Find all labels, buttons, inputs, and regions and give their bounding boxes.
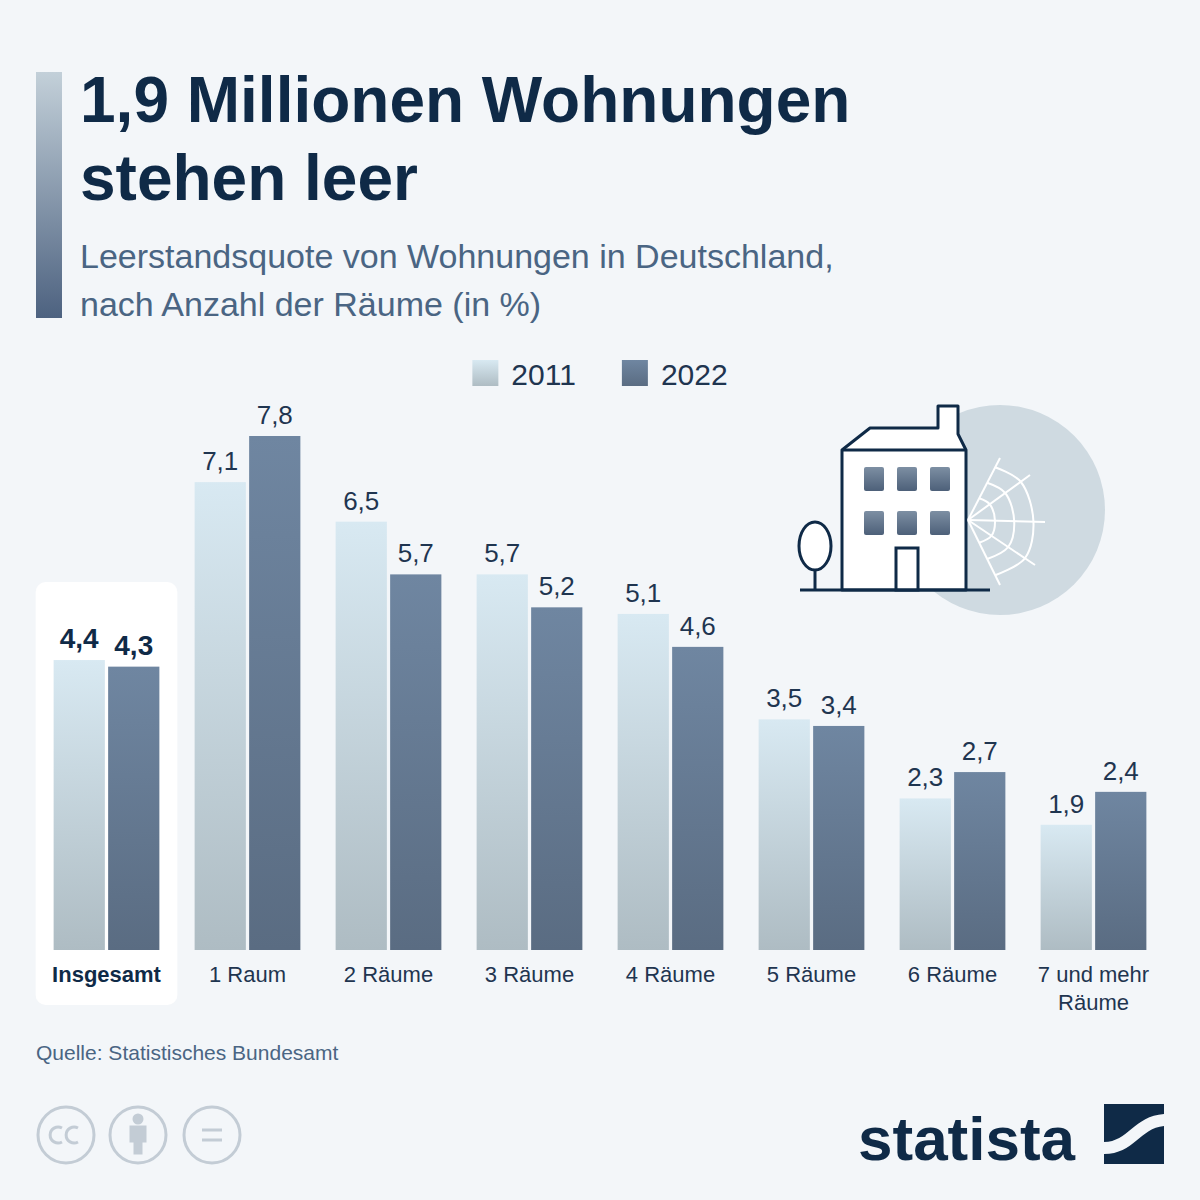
bar xyxy=(249,436,300,950)
logo-text: statista xyxy=(858,1104,1076,1173)
icon-eave xyxy=(842,449,966,452)
bar xyxy=(954,772,1005,950)
x-axis: Insgesamt 1 Raum 2 Räume 3 Räume 4 Räume 5 Rä… xyxy=(52,962,1149,1016)
x-tick-label: 4 Räume xyxy=(626,962,715,987)
data-label: 6,5 xyxy=(343,486,379,516)
text-line: 7 und mehr xyxy=(1038,962,1149,987)
bar xyxy=(531,607,582,950)
legend-label: 2011 xyxy=(511,358,576,391)
x-tick: 4 Räume xyxy=(626,962,715,987)
web-ring xyxy=(987,483,1014,559)
text-line: 1,9 Millionen Wohnungen xyxy=(80,64,850,136)
background xyxy=(0,0,1200,1200)
logo-mark xyxy=(1104,1104,1164,1164)
data-label: 2,4 xyxy=(1103,756,1139,786)
data-label: 3,5 xyxy=(766,683,802,713)
data-label: 1,9 xyxy=(1048,789,1084,819)
legend: 2011 2022 xyxy=(472,358,727,391)
x-tick: 1 Raum xyxy=(209,962,286,987)
source: Quelle: Statistisches Bundesamt xyxy=(36,1041,338,1064)
licence-body xyxy=(131,1127,145,1153)
web-ring xyxy=(995,467,1033,575)
x-tick: 2 Räume xyxy=(344,962,433,987)
licence-icons xyxy=(38,1107,240,1163)
x-tick-label: 5 Räume xyxy=(767,962,856,987)
bar xyxy=(54,660,105,950)
x-tick-label: 1 Raum xyxy=(209,962,286,987)
licence-nd xyxy=(202,1130,222,1140)
icon-window xyxy=(930,467,950,491)
legend-item: 2022 xyxy=(622,358,728,391)
data-label: 4,4 xyxy=(60,623,99,654)
licence-cc xyxy=(50,1127,78,1143)
bar xyxy=(813,726,864,950)
x-tick-label: 3 Räume xyxy=(485,962,574,987)
icon-window xyxy=(864,467,884,491)
icon-tree xyxy=(799,522,831,570)
chart: 1,9 Millionen Wohnungenstehen leer Leerst… xyxy=(0,0,1200,1200)
bar xyxy=(195,482,246,950)
bar xyxy=(900,798,951,950)
data-label: 7,1 xyxy=(202,446,238,476)
data-label: 5,2 xyxy=(539,571,575,601)
data-label: 3,4 xyxy=(821,690,857,720)
bar xyxy=(1041,825,1092,950)
title: 1,9 Millionen Wohnungenstehen leer xyxy=(80,64,850,214)
x-tick-label: 2 Räume xyxy=(344,962,433,987)
icon-window xyxy=(897,467,917,491)
icon-web xyxy=(968,458,1045,585)
icon-house xyxy=(842,406,966,590)
text-line: nach Anzahl der Räume (in %) xyxy=(80,285,541,323)
illustration xyxy=(799,405,1105,615)
icon-window xyxy=(930,511,950,535)
bar xyxy=(672,647,723,950)
bar xyxy=(477,574,528,950)
legend-item: 2011 xyxy=(472,358,576,391)
licence-head xyxy=(134,1115,142,1123)
licence-circle xyxy=(38,1107,94,1163)
bar xyxy=(336,522,387,950)
x-tick: 3 Räume xyxy=(485,962,574,987)
text-line: Räume xyxy=(1058,990,1129,1015)
icon-window xyxy=(897,511,917,535)
subtitle: Leerstandsquote von Wohnungen in Deutsch… xyxy=(80,237,834,323)
data-label: 5,7 xyxy=(484,538,520,568)
licence-circle xyxy=(184,1107,240,1163)
accent-bar xyxy=(36,72,62,318)
data-label: 4,3 xyxy=(114,630,153,661)
bar xyxy=(390,574,441,950)
licence-circle xyxy=(110,1107,166,1163)
data-label: 2,3 xyxy=(907,762,943,792)
data-label: 4,6 xyxy=(680,611,716,641)
x-tick-label: 7 und mehr Räume xyxy=(1038,962,1149,1016)
legend-swatch xyxy=(622,360,648,386)
logo-swoosh xyxy=(1104,1114,1164,1154)
data-label: 5,7 xyxy=(398,538,434,568)
x-tick: 5 Räume xyxy=(767,962,856,987)
data-label: 2,7 xyxy=(962,736,998,766)
x-tick-label: Insgesamt xyxy=(52,962,161,987)
x-tick-label: 6 Räume xyxy=(908,962,997,987)
data-labels: 4,4 7,1 6,5 5,7 5,1 3,5 2,3 1,9 4,3 7,8 5,7 5,2 4,6 3… xyxy=(60,400,1139,819)
bar xyxy=(108,667,159,950)
x-tick: Insgesamt xyxy=(52,962,161,987)
legend-label: 2022 xyxy=(661,358,728,391)
bar xyxy=(618,614,669,950)
legend-swatch xyxy=(472,360,498,386)
web-ring xyxy=(979,498,995,542)
icon-door xyxy=(896,548,918,590)
text-line: stehen leer xyxy=(80,142,418,214)
x-tick: 6 Räume xyxy=(908,962,997,987)
icon-ground xyxy=(800,589,990,592)
icon-trunk xyxy=(814,570,817,590)
data-label: 7,8 xyxy=(257,400,293,430)
highlight-panel xyxy=(36,582,178,1005)
data-label: 5,1 xyxy=(625,578,661,608)
x-tick: 7 und mehr Räume xyxy=(1038,962,1149,1016)
bar xyxy=(1095,792,1146,950)
icon-window xyxy=(864,511,884,535)
text-line: Leerstandsquote von Wohnungen in Deutsch… xyxy=(80,237,834,275)
bar xyxy=(759,719,810,950)
